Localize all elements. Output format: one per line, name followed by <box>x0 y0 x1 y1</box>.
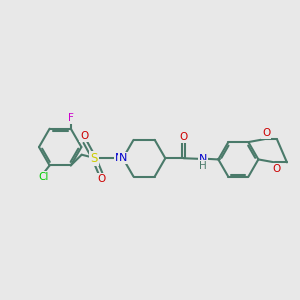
Text: O: O <box>179 132 188 142</box>
Text: O: O <box>80 131 88 141</box>
Text: O: O <box>262 128 270 138</box>
Text: N: N <box>119 153 127 163</box>
Text: O: O <box>98 174 106 184</box>
Text: N: N <box>115 153 123 163</box>
Text: F: F <box>68 113 74 123</box>
Text: O: O <box>272 164 280 174</box>
Text: Cl: Cl <box>38 172 48 182</box>
Text: H: H <box>199 161 207 171</box>
Text: S: S <box>90 152 98 165</box>
Text: N: N <box>199 154 207 164</box>
